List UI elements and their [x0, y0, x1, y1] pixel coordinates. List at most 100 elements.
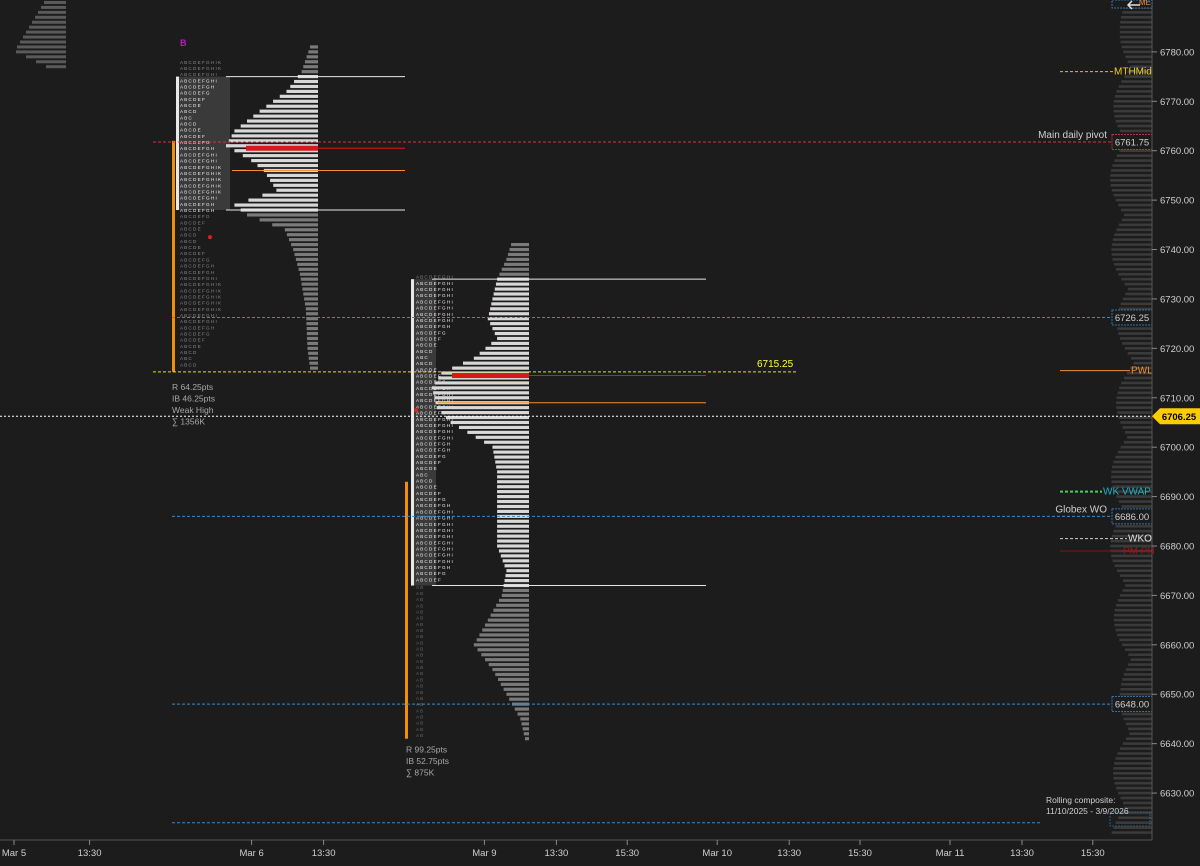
volume-bar — [497, 490, 529, 494]
composite-bar — [1122, 678, 1152, 681]
volume-bar — [308, 351, 318, 355]
composite-bar — [1125, 55, 1152, 59]
time-tick-label: 15:30 — [848, 848, 872, 859]
composite-bar — [1123, 801, 1152, 805]
volume-bar — [279, 94, 318, 98]
tpo-letter-row: A B C D E F G H I K — [180, 288, 222, 293]
session-stat-text: IB 46.25pts — [172, 393, 215, 403]
price-tick-label: 6680.00 — [1160, 542, 1194, 553]
tpo-letter-row: A B C D E F G H — [180, 202, 214, 207]
volume-bar — [475, 435, 529, 439]
tpo-letter-row: A B C D E F G H — [180, 208, 214, 213]
tpo-letter-row: A B C D E F G H I — [180, 276, 217, 281]
volume-bar — [458, 425, 529, 430]
composite-bar — [1111, 253, 1152, 256]
volume-bar — [300, 277, 318, 281]
composite-bar — [1119, 386, 1152, 390]
volume-bar — [481, 653, 529, 657]
composite-bar — [1130, 65, 1152, 69]
volume-bar — [497, 470, 529, 474]
tpo-letter-row: A B C D E F G H I — [416, 398, 453, 403]
volume-bar — [497, 485, 529, 489]
tpo-letter-row: A B C D E F G H I — [416, 528, 453, 533]
tpo-letter-row: A B C D E F G H — [180, 264, 214, 269]
composite-bar — [1116, 786, 1152, 790]
composite-bar — [1123, 673, 1152, 676]
composite-bar — [1122, 579, 1152, 582]
composite-bar — [1117, 450, 1152, 454]
reference-levels: Main daily pivot 6761.75 MTHMid 6726.25 6715… — [153, 67, 1155, 824]
tpo-letter-row: A B C — [416, 355, 428, 360]
volume-bar — [302, 287, 318, 291]
volume-bar — [306, 326, 318, 331]
volume-bar — [497, 504, 529, 509]
tpo-letter-row: A B C D E F G H — [180, 325, 214, 330]
composite-bar — [1119, 747, 1152, 750]
time-tick-label: Mar 10 — [702, 848, 732, 859]
volume-bar — [303, 292, 318, 296]
prior-profile-bar — [16, 50, 66, 54]
tpo-letter-row: A B C D E F G H I — [416, 509, 453, 514]
volume-bar — [497, 544, 529, 548]
composite-bar — [1121, 712, 1152, 716]
tpo-letter-row: A B C D E F G H I — [416, 423, 453, 428]
tpo-letter-row: A B C D E F — [416, 491, 441, 496]
volume-bar — [496, 603, 529, 607]
volume-bar — [521, 722, 529, 726]
composite-bar — [1121, 505, 1152, 508]
prior-session-profile — [16, 0, 66, 69]
volume-bar — [506, 692, 529, 696]
tpo-letter-row: A B C D — [416, 349, 433, 354]
volume-bar — [479, 633, 529, 637]
volume-bar — [273, 99, 318, 103]
composite-bar — [1122, 11, 1152, 14]
volume-bar — [294, 79, 318, 84]
tpo-letter-row: A B C D — [180, 233, 197, 238]
volume-bar — [490, 307, 529, 311]
current-price-flag — [1152, 408, 1200, 425]
poc-bar — [246, 145, 318, 151]
volume-bar — [473, 643, 529, 647]
tpo-letter-row: A B C — [180, 115, 192, 120]
composite-bar — [1117, 124, 1152, 128]
composite-bar — [1120, 796, 1152, 800]
session-stat-text: ∑ 875K — [406, 768, 435, 778]
composite-bar — [1115, 821, 1152, 825]
composite-bar — [1124, 347, 1152, 350]
volume-bar — [488, 312, 529, 316]
composite-bar — [1124, 75, 1152, 78]
composite-bar — [1113, 767, 1152, 770]
time-tick-label: 13:30 — [312, 848, 336, 859]
tpo-letter-row-faded: A B — [416, 659, 423, 664]
prior-profile-bar — [29, 25, 66, 29]
volume-bar — [445, 415, 529, 420]
composite-bar — [1113, 460, 1152, 464]
prior-profile-bar — [32, 20, 66, 24]
volume-bar — [276, 188, 318, 192]
tpo-letter-row: A B C D E F — [416, 460, 441, 465]
volume-bar — [310, 366, 318, 370]
volume-bar — [463, 361, 529, 365]
close-dot — [208, 235, 212, 240]
volume-bar — [484, 440, 529, 444]
tpo-letter-row-faded: A B — [416, 653, 423, 658]
volume-bar — [501, 593, 529, 598]
volume-bar — [506, 569, 529, 573]
volume-bar — [247, 213, 318, 217]
tpo-letter-row: A B C D E F G H — [180, 270, 214, 275]
composite-bar — [1116, 90, 1152, 93]
tpo-letter-row: A B C D E F G — [180, 214, 210, 219]
tpo-letter-row: A B C D E F G H I — [416, 516, 453, 521]
composite-bar — [1116, 228, 1152, 232]
volume-bar — [501, 267, 529, 271]
composite-bar — [1116, 396, 1152, 400]
prior-profile-bar — [26, 55, 66, 59]
tpo-letter-row: A B C D E F G — [416, 330, 446, 335]
volume-bar — [493, 292, 529, 296]
level-tag: 6715.25 — [757, 359, 794, 370]
tpo-letter-row: A B C D — [180, 239, 197, 244]
composite-bar — [1125, 668, 1152, 671]
composite-bar — [1127, 287, 1152, 291]
